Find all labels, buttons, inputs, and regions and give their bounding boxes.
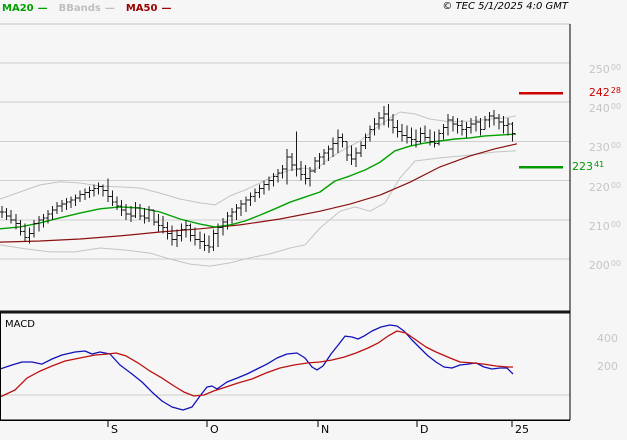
label-main: 200 [588, 259, 610, 272]
price-axis-label-22000: 22000 [576, 180, 621, 194]
legend-label: MA20 [2, 3, 34, 14]
legend-dash-icon: — [104, 3, 115, 14]
price-axis-label-24000: 24000 [576, 102, 621, 116]
bollinger-lower-line [0, 150, 517, 267]
label-main: 230 [588, 141, 610, 155]
label-main: 220 [588, 180, 610, 194]
macd-axis-label-400: 400 [597, 332, 618, 345]
legend-item-bbands: BBands — [59, 3, 115, 14]
resistance-level-label: 24228 [576, 86, 621, 100]
label-main: 210 [588, 219, 610, 233]
label-sup: 00 [610, 219, 621, 229]
label-sup: 00 [610, 259, 621, 268]
ma50-line [0, 143, 518, 243]
support-level-label: 22341 [572, 160, 605, 174]
macd-axis-label-200: 200 [597, 360, 618, 373]
label-sup: 28 [610, 86, 621, 96]
label-main: 250 [588, 63, 610, 76]
label-sup: 00 [610, 180, 621, 190]
copyright-text: © TEC 5/1/2025 4:0 GMT [442, 1, 568, 12]
legend-item-ma50: MA50— [126, 3, 172, 14]
signal-line [0, 330, 513, 398]
label-sup: 00 [610, 63, 621, 72]
ma20-line [0, 133, 517, 230]
legend-label: BBands [58, 3, 101, 14]
legend-dash-icon: — [37, 3, 48, 14]
legend: MA20— BBands — MA50— [2, 3, 171, 14]
time-axis-label-D: D [420, 423, 429, 436]
label-sup: 00 [610, 141, 621, 151]
label-main: 240 [588, 102, 610, 116]
label-sup: 00 [610, 102, 621, 112]
price-axis-label-25000: 25000 [576, 63, 621, 76]
label-main: 223 [572, 160, 593, 174]
time-axis-label-25: 25 [515, 423, 529, 436]
time-axis-label-S: S [111, 423, 118, 436]
time-axis-label-N: N [321, 423, 330, 436]
label-sup: 41 [594, 160, 605, 170]
legend-dash-icon: — [161, 3, 172, 14]
price-axis-label-21000: 21000 [576, 219, 621, 233]
legend-label: MA50 [125, 3, 158, 14]
label-main: 242 [588, 86, 610, 100]
price-axis-label-23000: 23000 [576, 141, 621, 155]
legend-item-ma20: MA20— [2, 3, 48, 14]
price-axis-label-20000: 20000 [576, 259, 621, 272]
time-axis-label-O: O [210, 423, 219, 436]
macd-line [0, 324, 514, 411]
macd-panel-title: MACD [5, 319, 35, 330]
